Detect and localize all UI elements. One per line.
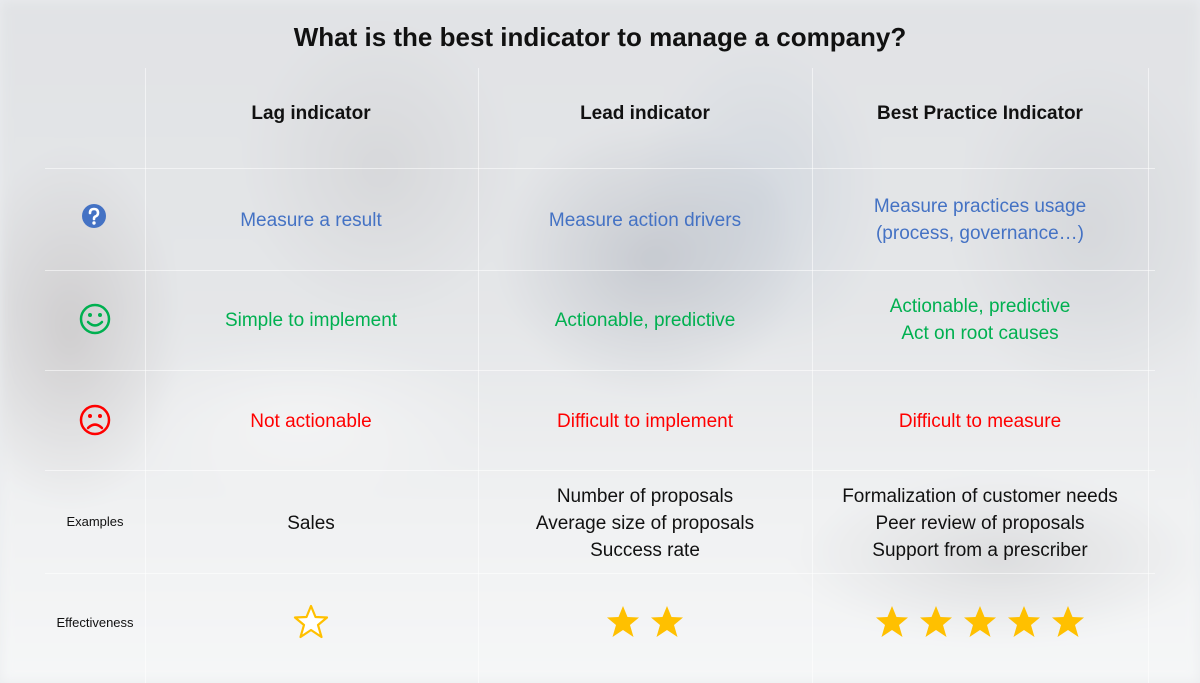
cell-lag-pros: Simple to implement <box>146 270 476 370</box>
question-icon <box>82 204 106 228</box>
grid-line <box>145 68 146 683</box>
column-header-lead: Lead indicator <box>580 103 710 124</box>
cell-line: Actionable, predictive <box>889 296 1071 317</box>
cell-line: Sales <box>287 512 335 534</box>
cell-line: Number of proposals <box>556 485 734 507</box>
rating-lag <box>146 604 476 640</box>
star-icon <box>607 606 639 637</box>
cell-line: Measure action drivers <box>548 209 742 231</box>
cell-line: Difficult to implement <box>557 410 733 432</box>
cell-lead-pros: Actionable, predictive <box>480 270 810 370</box>
cell-line: Difficult to measure <box>898 410 1062 432</box>
cell-best-practice-examples: Formalization of customer needs Peer rev… <box>815 472 1145 574</box>
cell-line: Measure practices usage <box>873 196 1087 217</box>
grid-line <box>45 168 1155 169</box>
frown-icon <box>79 404 111 436</box>
rating-lead <box>480 604 810 640</box>
cell-line: (process, governance…) <box>875 223 1085 244</box>
rating-best-practice <box>815 604 1145 640</box>
star-icon <box>964 606 996 637</box>
cell-lag-examples: Sales <box>146 472 476 574</box>
cell-line: Formalization of customer needs <box>842 485 1118 507</box>
cell-best-practice-pros: Actionable, predictive Act on root cause… <box>815 270 1145 370</box>
cell-line: Average size of proposals <box>535 512 755 534</box>
cell-line: Measure a result <box>240 209 382 231</box>
cell-lead-cons: Difficult to implement <box>480 371 810 471</box>
grid-line <box>478 68 479 683</box>
grid-line <box>45 573 1155 574</box>
cell-line: Peer review of proposals <box>875 512 1085 534</box>
cell-line: Support from a prescriber <box>872 539 1088 561</box>
star-icon <box>920 606 952 637</box>
cell-line: Success rate <box>590 539 700 561</box>
cell-lead-examples: Number of proposals Average size of prop… <box>480 472 810 574</box>
star-icon <box>1008 606 1040 637</box>
column-header-lag: Lag indicator <box>251 103 371 124</box>
cell-lag-what: Measure a result <box>146 170 476 270</box>
cell-best-practice-what: Measure practices usage (process, govern… <box>815 170 1145 270</box>
grid-line <box>1148 68 1149 683</box>
page-title: What is the best indicator to manage a c… <box>293 22 907 52</box>
star-icon <box>1052 606 1084 637</box>
grid-line <box>45 470 1155 471</box>
cell-line: Simple to implement <box>224 309 398 331</box>
column-header-best-practice: Best Practice Indicator <box>877 103 1083 124</box>
row-label-effectiveness: Effectiveness <box>56 615 134 630</box>
cell-best-practice-cons: Difficult to measure <box>815 371 1145 471</box>
cell-line: Not actionable <box>250 410 372 432</box>
cell-line: Act on root causes <box>901 323 1059 344</box>
grid-line <box>45 270 1155 271</box>
star-icon <box>876 606 908 637</box>
cell-line: Actionable, predictive <box>554 309 736 331</box>
star-outline-icon <box>293 604 329 639</box>
smiley-icon <box>79 303 111 335</box>
cell-lag-cons: Not actionable <box>146 371 476 471</box>
cell-lead-what: Measure action drivers <box>480 170 810 270</box>
star-icon <box>651 606 683 637</box>
row-label-examples: Examples <box>66 514 124 529</box>
grid-line <box>812 68 813 683</box>
grid-line <box>45 370 1155 371</box>
